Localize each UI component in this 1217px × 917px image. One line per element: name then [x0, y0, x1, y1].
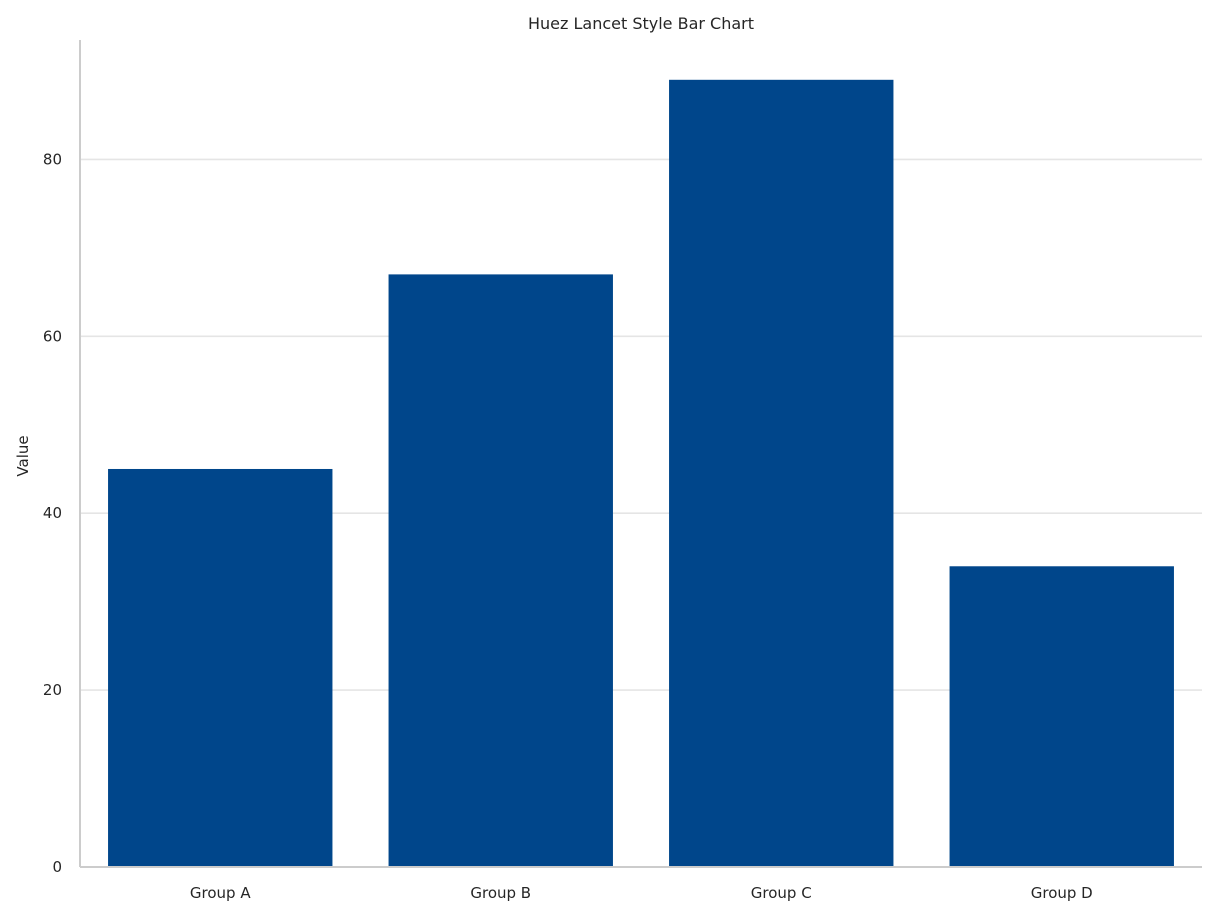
- x-tick-label: Group D: [1031, 884, 1093, 902]
- bar: [388, 274, 613, 867]
- x-tick-labels: Group A Group B Group C Group D: [190, 884, 1093, 902]
- x-tick-label: Group B: [470, 884, 531, 902]
- x-tick-label: Group C: [751, 884, 812, 902]
- bar: [949, 566, 1174, 867]
- y-tick-label: 80: [43, 150, 62, 168]
- bars: [108, 79, 1174, 868]
- bar: [108, 468, 333, 867]
- axes: [79, 40, 1202, 868]
- y-axis-label: Value: [14, 435, 32, 476]
- bar: [669, 79, 894, 868]
- x-tick-label: Group A: [190, 884, 251, 902]
- y-tick-label: 0: [52, 858, 62, 876]
- chart-title: Huez Lancet Style Bar Chart: [528, 14, 754, 33]
- y-tick-label: 20: [43, 681, 62, 699]
- y-tick-label: 60: [43, 327, 62, 345]
- y-tick-label: 40: [43, 504, 62, 522]
- y-tick-labels: 0 20 40 60 80: [43, 150, 62, 876]
